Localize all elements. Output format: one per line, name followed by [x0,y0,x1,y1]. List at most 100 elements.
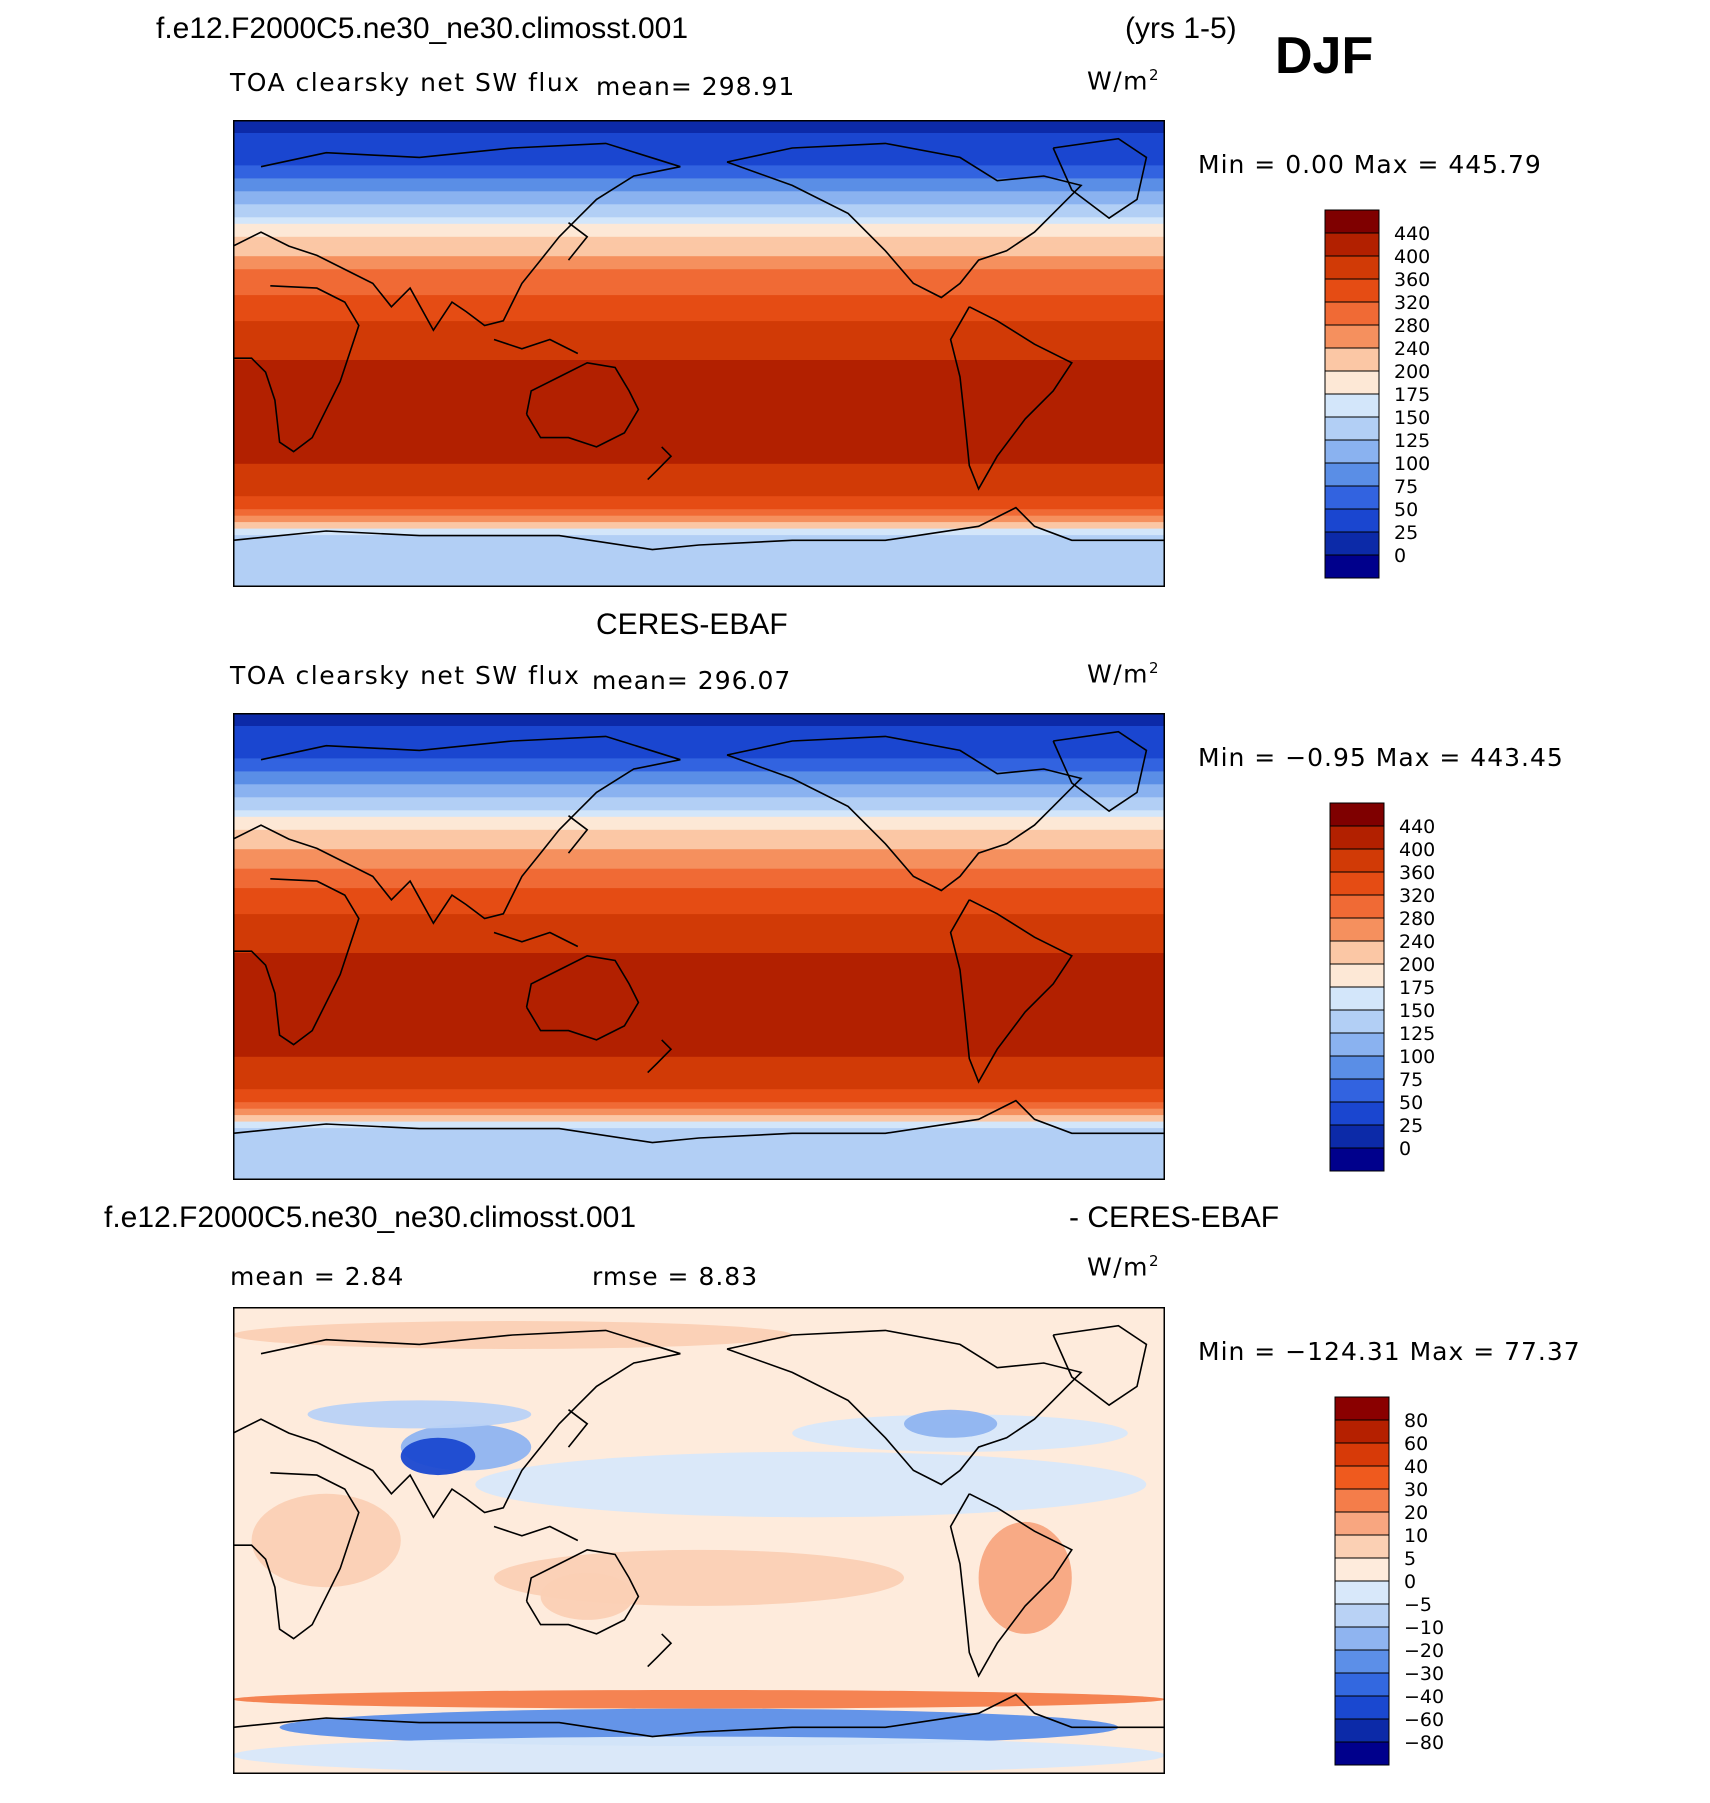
coastline [1052,730,1148,813]
zonal-band [233,184,1165,192]
coastline [233,1472,360,1640]
colorbar-label: 400 [1394,246,1430,268]
panel3-title-left: f.e12.F2000C5.ne30_ne30.climosst.001 [104,1201,637,1234]
colorbar-swatch [1324,462,1380,487]
panel2-mean: mean= 296.07 [592,666,792,695]
colorbar-swatch [1329,963,1385,988]
panel3-map [233,1307,1165,1774]
zonal-band [233,463,1165,471]
colorbar-swatch [1334,1396,1390,1421]
colorbar-label: 175 [1399,977,1435,999]
zonal-band [233,321,1165,329]
colorbar-label: 240 [1399,931,1435,953]
zonal-band [233,1017,1165,1025]
zonal-band [233,1089,1165,1097]
zonal-band [233,868,1165,876]
colorbar-swatch [1334,1603,1390,1628]
zonal-band [233,398,1165,406]
colorbar-label: 50 [1394,499,1418,521]
coastline [726,1329,1083,1486]
zonal-band [233,288,1165,296]
map-frame [233,713,1165,1180]
zonal-band [233,927,1165,935]
zonal-band [233,347,1165,355]
zonal-band [233,998,1165,1006]
zonal-band [233,946,1165,954]
zonal-band [233,567,1165,575]
zonal-band [233,204,1165,212]
panel3-minmax: Min = −124.31 Max = 77.37 [1198,1337,1581,1366]
panel3-title-right: - CERES-EBAF [1069,1201,1280,1234]
zonal-band [233,849,1165,857]
zonal-band [233,535,1165,543]
coastline [1052,137,1148,220]
diff-anomaly [475,1451,1147,1518]
zonal-band [233,1121,1165,1129]
zonal-band [233,1076,1165,1084]
zonal-band [233,1082,1165,1090]
panel2-variable: TOA clearsky net SW flux [230,661,581,690]
zonal-band [233,554,1165,562]
zonal-band [233,719,1165,727]
colorbar-swatch [1324,393,1380,418]
coastline [726,142,1083,299]
colorbar-label: 440 [1399,816,1435,838]
panel2-minmax: Min = −0.95 Max = 443.45 [1198,743,1564,772]
zonal-band [233,1128,1165,1136]
colorbar-label: 0 [1394,545,1406,567]
zonal-band [233,738,1165,746]
zonal-band [233,784,1165,792]
case-title: f.e12.F2000C5.ne30_ne30.climosst.001 [156,12,689,45]
zonal-band [233,907,1165,915]
zonal-band [233,249,1165,257]
colorbar-swatch [1324,301,1380,326]
zonal-band [233,1024,1165,1032]
zonal-band [233,152,1165,160]
colorbar-swatch [1324,554,1380,579]
zonal-band [233,496,1165,504]
zonal-band [233,262,1165,270]
zonal-band [233,561,1165,569]
zonal-band [233,1043,1165,1051]
zonal-band [233,1173,1165,1180]
zonal-band [233,745,1165,753]
coastline [233,165,681,332]
zonal-band [233,823,1165,831]
diff-anomaly [233,1690,1165,1709]
zonal-band [233,418,1165,426]
zonal-band [233,790,1165,798]
season-label: DJF [1275,27,1374,85]
colorbar-label: 10 [1404,1525,1428,1547]
colorbar-swatch [1329,940,1385,965]
colorbar-swatch [1334,1557,1390,1582]
colorbar-swatch [1324,347,1380,372]
zonal-band [233,548,1165,556]
colorbar-swatch [1334,1672,1390,1697]
colorbar-swatch [1324,278,1380,303]
zonal-band [233,875,1165,883]
zonal-band [233,502,1165,510]
zonal-band [233,392,1165,400]
zonal-band [233,139,1165,147]
colorbar-swatch [1324,232,1380,257]
zonal-band [233,978,1165,986]
zonal-band [233,470,1165,478]
colorbar-label: 20 [1404,1502,1428,1524]
coastline [525,1548,640,1635]
colorbar-swatch [1329,1124,1385,1149]
colorbar-label: 40 [1404,1456,1428,1478]
colorbar-swatch [1334,1649,1390,1674]
zonal-band [233,1030,1165,1038]
colorbar-label: 200 [1394,361,1430,383]
colorbar-label: 60 [1404,1433,1428,1455]
zonal-band [233,842,1165,850]
colorbar-label: 5 [1404,1548,1416,1570]
zonal-band [233,145,1165,153]
colorbar-swatch [1329,1078,1385,1103]
panel1-map [233,120,1165,587]
zonal-band [233,888,1165,896]
coastline [233,758,681,925]
colorbar-swatch [1334,1626,1390,1651]
zonal-band [233,373,1165,381]
